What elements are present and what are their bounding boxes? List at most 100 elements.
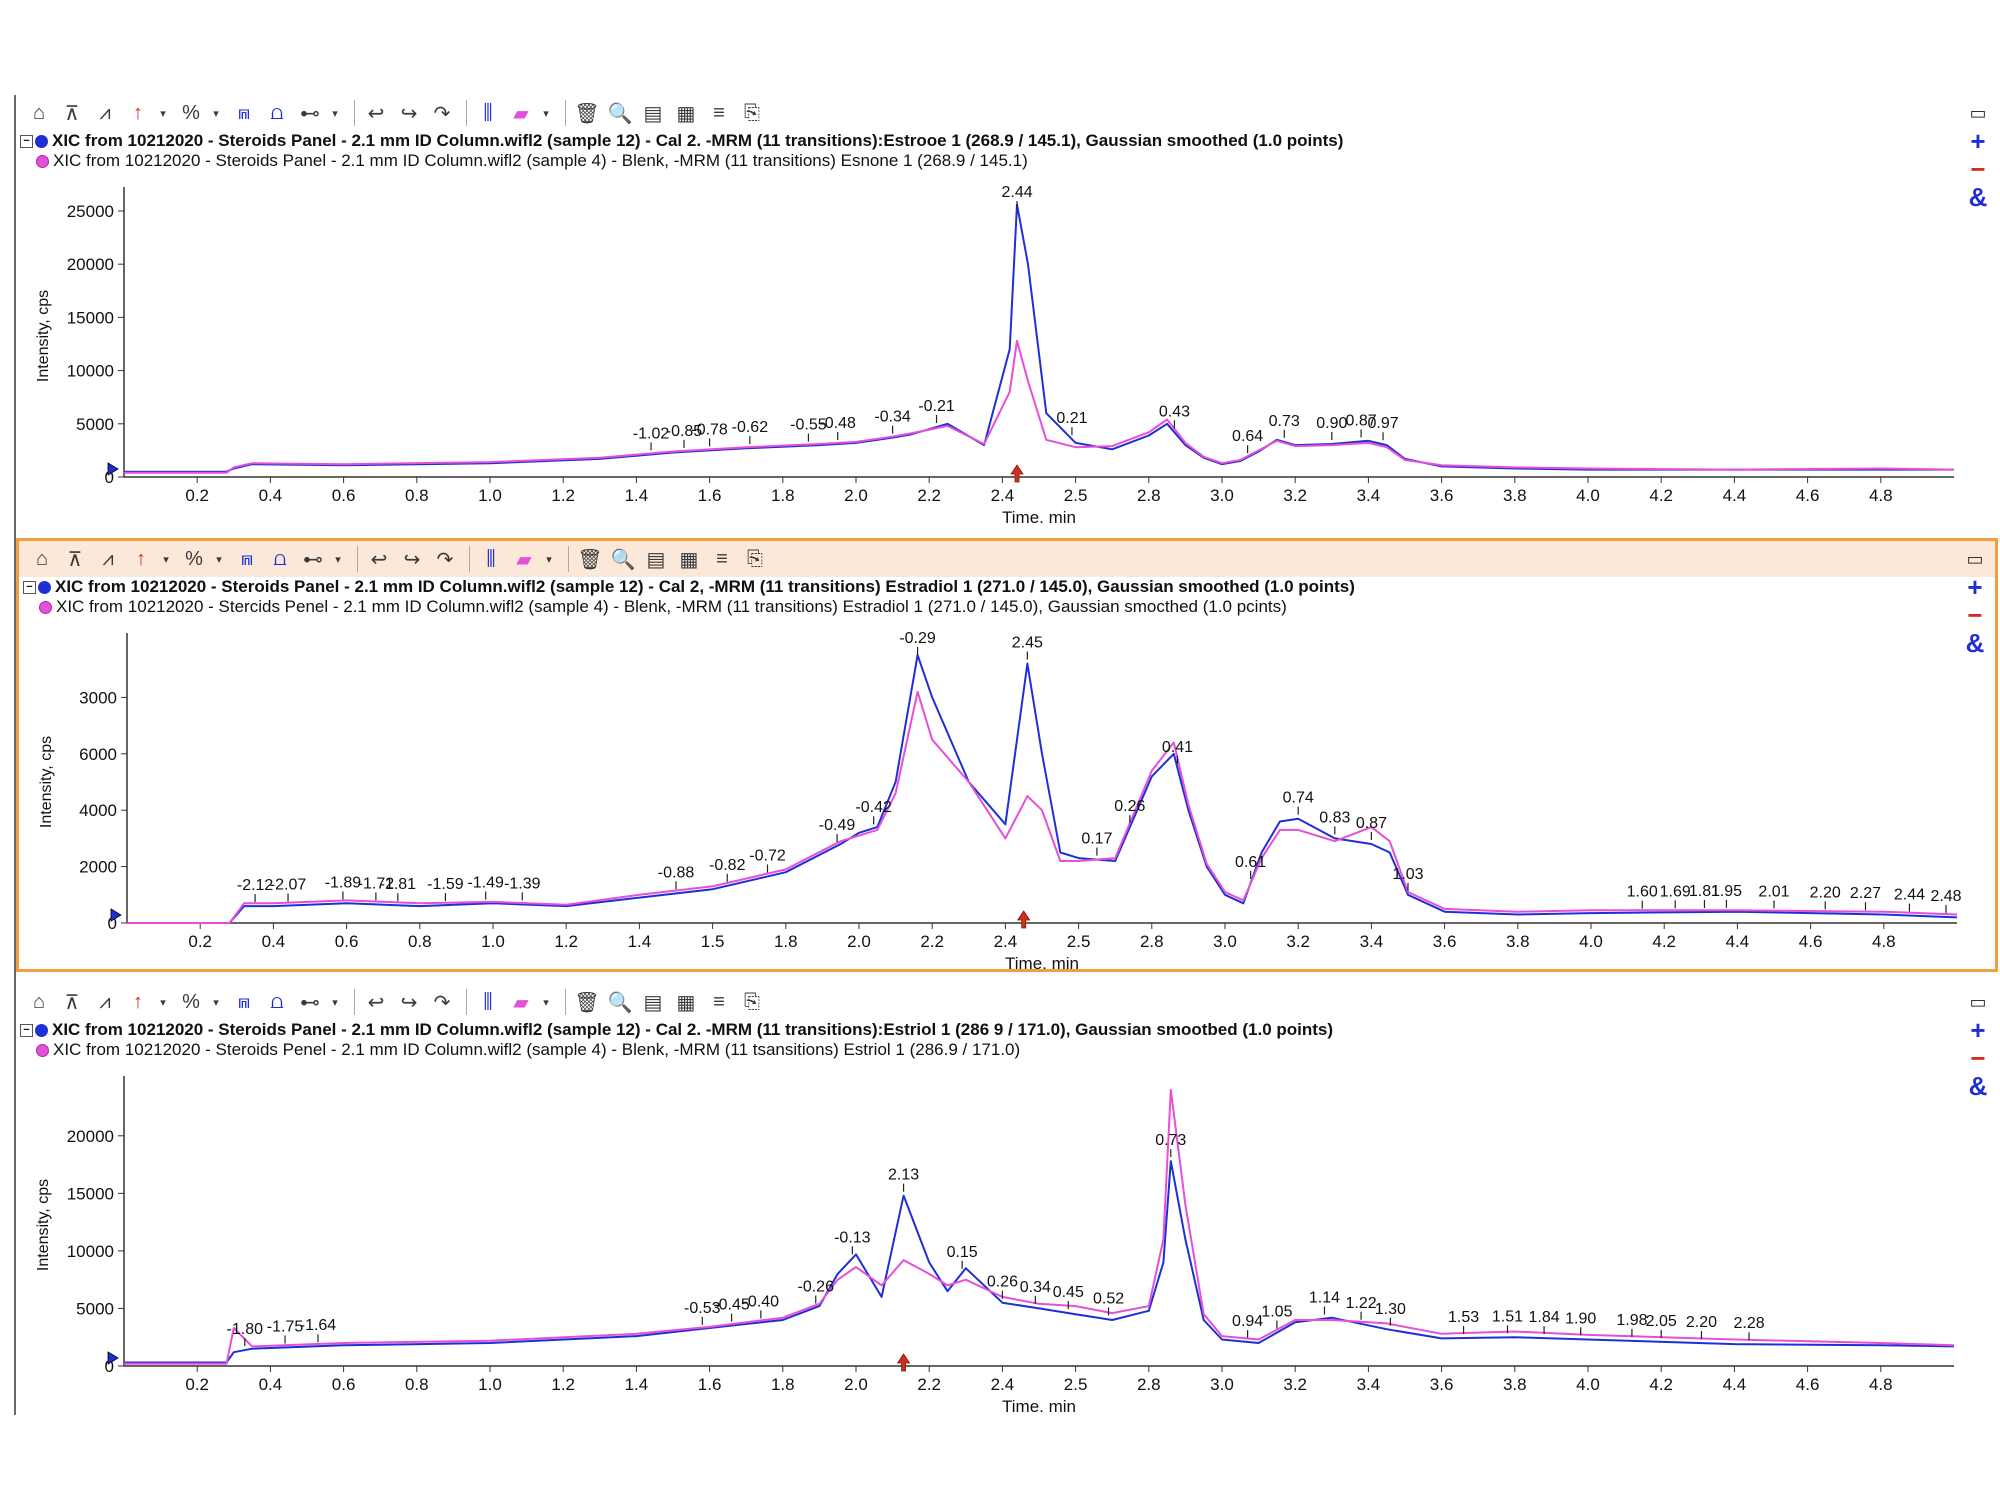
link-icon[interactable]: ⊷ [300, 102, 320, 125]
link-icon[interactable]: ⊷ [303, 548, 323, 571]
highlight-icon[interactable]: ▰ [516, 548, 532, 571]
add-icon[interactable]: + [1967, 572, 1983, 602]
peak-icon[interactable]: ⩘ [99, 990, 111, 1013]
zoom-icon[interactable]: 🔍 [607, 991, 633, 1014]
overlay-icon[interactable]: ⩎ [241, 547, 253, 570]
dropdown-icon[interactable]: ▾ [163, 553, 169, 566]
undo-icon[interactable]: ↩ [367, 991, 385, 1014]
chromatogram-panel-1[interactable]: ⌂ ⊼ ⩘ ↑ ▾% ▾ ⩎ ⩍ ⊷ ▾ ↩ ↪ ↷ ⫼ ▰ ▾ 🗑 🔍 ▤ ▦ ≡ ⎘ − XIC from 1021202… [16, 95, 1998, 529]
table-icon[interactable]: ▤ [643, 991, 663, 1014]
trash-icon[interactable]: 🗑 [574, 991, 600, 1014]
chromatogram-panel-3[interactable]: ⌂ ⊼ ⩘ ↑ ▾% ▾ ⩎ ⩍ ⊷ ▾ ↩ ↪ ↷ ⫼ ▰ ▾ 🗑 🔍 ▤ ▦ ≡ ⎘ − XIC from 1021202… [16, 984, 1998, 1418]
table2-icon[interactable]: ▦ [676, 991, 696, 1014]
link-icon[interactable]: & [1968, 1071, 1988, 1101]
legend-blank[interactable]: XIC from 10212020 - Steroids Penel - 2.1… [36, 1040, 1020, 1060]
dropdown-icon[interactable]: ▾ [543, 107, 549, 120]
list-icon[interactable]: ≡ [713, 990, 725, 1013]
chart-plot[interactable]: 25000 20000 15000 10000 5000 0 0.2 0.4 0.6 0.8 1.0… [16, 95, 1958, 523]
chart-plot[interactable]: 20000 15000 10000 5000 0 0.2 0.4 0.6 0.8 1.0 1.2 1.… [16, 984, 1958, 1412]
side-tools: ▭ + − & [1964, 988, 1992, 1100]
expand-icon[interactable]: ▭ [1966, 549, 1984, 569]
zoom-icon[interactable]: 🔍 [607, 102, 633, 125]
legend-sample[interactable]: − XIC from 10212020 - Steroids Panel - 2.… [20, 131, 1343, 151]
forward-icon[interactable]: ↷ [433, 102, 451, 125]
dropdown-icon[interactable]: ▾ [543, 996, 549, 1009]
dropdown-icon[interactable]: ▾ [332, 996, 338, 1009]
spectrum-icon[interactable]: ⩍ [270, 101, 284, 124]
legend-blank[interactable]: XIC from 10212020 - Stercids Penel - 2.1… [39, 597, 1287, 617]
bar-chart-icon[interactable]: ⫼ [483, 990, 493, 1013]
spectrum-icon[interactable]: ⩍ [270, 990, 284, 1013]
auto-scale-icon[interactable]: ⊼ [64, 991, 80, 1014]
dropdown-icon[interactable]: ▾ [546, 553, 552, 566]
dropdown-icon[interactable]: ▾ [216, 553, 222, 566]
bar-chart-icon[interactable]: ⫼ [483, 101, 493, 124]
table-icon[interactable]: ▤ [646, 548, 666, 571]
table2-icon[interactable]: ▦ [679, 548, 699, 571]
legend-sample[interactable]: − XIC from 10212020 - Steroids Panel - 2.… [23, 577, 1355, 597]
spectrum-icon[interactable]: ⩍ [273, 547, 287, 570]
arrow-up-icon[interactable]: ↑ [136, 547, 146, 570]
table-icon[interactable]: ▤ [643, 102, 663, 125]
percent-icon[interactable]: % [182, 990, 200, 1013]
redo-icon[interactable]: ↪ [400, 991, 418, 1014]
percent-icon[interactable]: % [185, 547, 203, 570]
dropdown-icon[interactable]: ▾ [335, 553, 341, 566]
link-icon[interactable]: & [1965, 628, 1985, 658]
list-icon[interactable]: ≡ [716, 547, 728, 570]
peak-icon[interactable]: ⩘ [102, 547, 114, 570]
peak-icon[interactable]: ⩘ [99, 101, 111, 124]
clipboard-icon[interactable]: ⎘ [744, 990, 760, 1013]
legend-blank[interactable]: XIC from 10212020 - Steroids Panel - 2.1… [36, 151, 1028, 171]
bar-chart-icon[interactable]: ⫼ [486, 547, 496, 570]
add-icon[interactable]: + [1970, 126, 1986, 156]
undo-icon[interactable]: ↩ [367, 102, 385, 125]
collapse-icon[interactable]: − [20, 1023, 33, 1037]
peak-label: 0.73 [1155, 1132, 1186, 1149]
link-icon[interactable]: & [1968, 182, 1988, 212]
overlay-icon[interactable]: ⩎ [238, 990, 250, 1013]
expand-icon[interactable]: ▭ [1969, 103, 1987, 123]
remove-icon[interactable]: − [1967, 600, 1983, 630]
expand-icon[interactable]: ▭ [1969, 992, 1987, 1012]
percent-icon[interactable]: % [182, 101, 200, 124]
add-icon[interactable]: + [1970, 1015, 1986, 1045]
side-tools: ▭ + − & [1964, 99, 1992, 211]
dropdown-icon[interactable]: ▾ [160, 107, 166, 120]
undo-icon[interactable]: ↩ [370, 548, 388, 571]
forward-icon[interactable]: ↷ [433, 991, 451, 1014]
redo-icon[interactable]: ↪ [400, 102, 418, 125]
trash-icon[interactable]: 🗑 [577, 548, 603, 571]
chart-plot[interactable]: 3000 6000 4000 2000 0 0.2 0.4 0.6 0.8 1.0 1.2 1.4 1.… [19, 541, 1961, 969]
dropdown-icon[interactable]: ▾ [213, 107, 219, 120]
table2-icon[interactable]: ▦ [676, 102, 696, 125]
list-icon[interactable]: ≡ [713, 101, 725, 124]
trash-icon[interactable]: 🗑 [574, 102, 600, 125]
forward-icon[interactable]: ↷ [436, 548, 454, 571]
collapse-icon[interactable]: − [23, 580, 36, 594]
collapse-icon[interactable]: − [20, 134, 33, 148]
home-icon[interactable]: ⌂ [35, 547, 49, 570]
dropdown-icon[interactable]: ▾ [160, 996, 166, 1009]
remove-icon[interactable]: − [1970, 154, 1986, 184]
redo-icon[interactable]: ↪ [403, 548, 421, 571]
dropdown-icon[interactable]: ▾ [213, 996, 219, 1009]
blank-series-marker [39, 600, 52, 614]
highlight-icon[interactable]: ▰ [513, 991, 529, 1014]
arrow-up-icon[interactable]: ↑ [133, 990, 143, 1013]
clipboard-icon[interactable]: ⎘ [747, 547, 763, 570]
dropdown-icon[interactable]: ▾ [332, 107, 338, 120]
highlight-icon[interactable]: ▰ [513, 102, 529, 125]
chromatogram-panel-2[interactable]: ⌂ ⊼ ⩘ ↑ ▾% ▾ ⩎ ⩍ ⊷ ▾ ↩ ↪ ↷ ⫼ ▰ ▾ 🗑 🔍 ▤ ▦ ≡ ⎘ − XIC from 1021202… [16, 538, 1998, 972]
remove-icon[interactable]: − [1970, 1043, 1986, 1073]
home-icon[interactable]: ⌂ [32, 990, 46, 1013]
link-icon[interactable]: ⊷ [300, 991, 320, 1014]
zoom-icon[interactable]: 🔍 [610, 548, 636, 571]
auto-scale-icon[interactable]: ⊼ [67, 548, 83, 571]
overlay-icon[interactable]: ⩎ [238, 101, 250, 124]
arrow-up-icon[interactable]: ↑ [133, 101, 143, 124]
auto-scale-icon[interactable]: ⊼ [64, 102, 80, 125]
home-icon[interactable]: ⌂ [32, 101, 46, 124]
clipboard-icon[interactable]: ⎘ [744, 101, 760, 124]
legend-sample[interactable]: − XIC from 10212020 - Steroids Panel - 2.… [20, 1020, 1333, 1040]
